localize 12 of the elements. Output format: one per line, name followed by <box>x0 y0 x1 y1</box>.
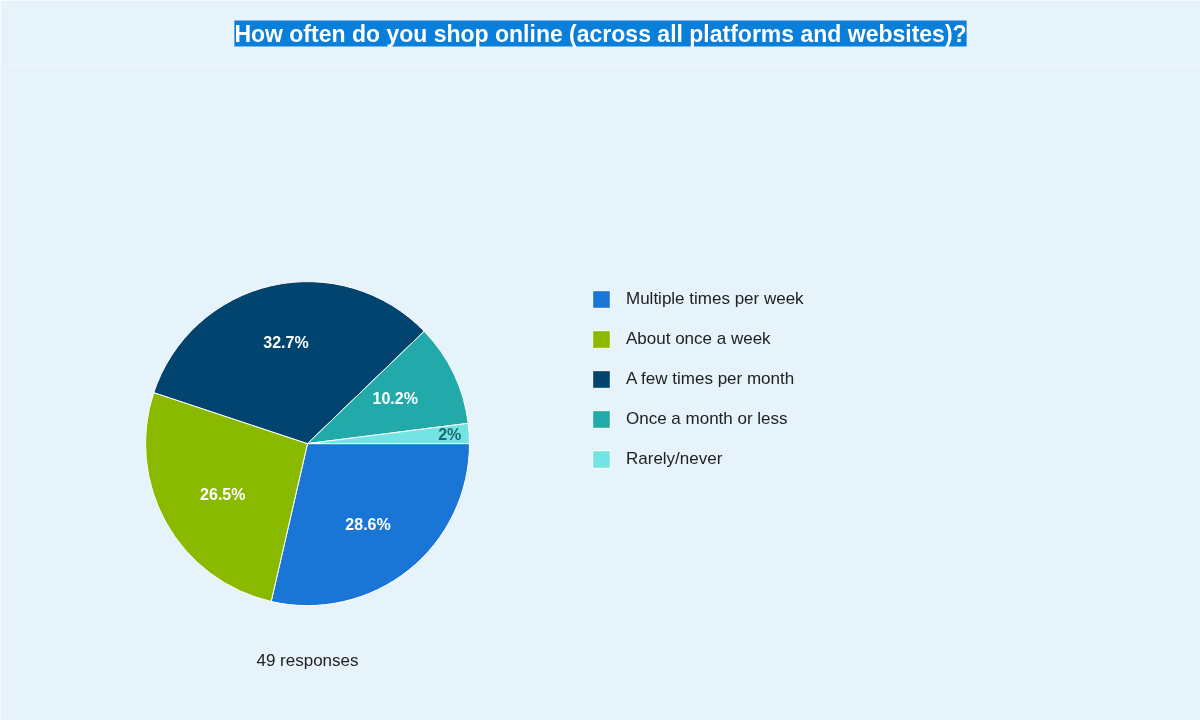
data-label: 32.7% <box>263 334 309 352</box>
text: 49 responses <box>256 651 359 671</box>
legend-label: Once a month or less <box>626 409 788 429</box>
legend-label: Rarely/never <box>626 449 723 469</box>
legend-label: About once a week <box>626 329 771 349</box>
data-label: 28.6% <box>345 516 391 534</box>
legend-label: Multiple times per week <box>626 289 804 309</box>
data-label: 10.2% <box>372 390 418 408</box>
legend-label: A few times per month <box>626 369 795 389</box>
chart-title: How often do you shop online (across all platforms and websites)? <box>234 20 967 47</box>
data-label: 26.5% <box>200 485 246 503</box>
data-label: 2% <box>438 425 462 443</box>
